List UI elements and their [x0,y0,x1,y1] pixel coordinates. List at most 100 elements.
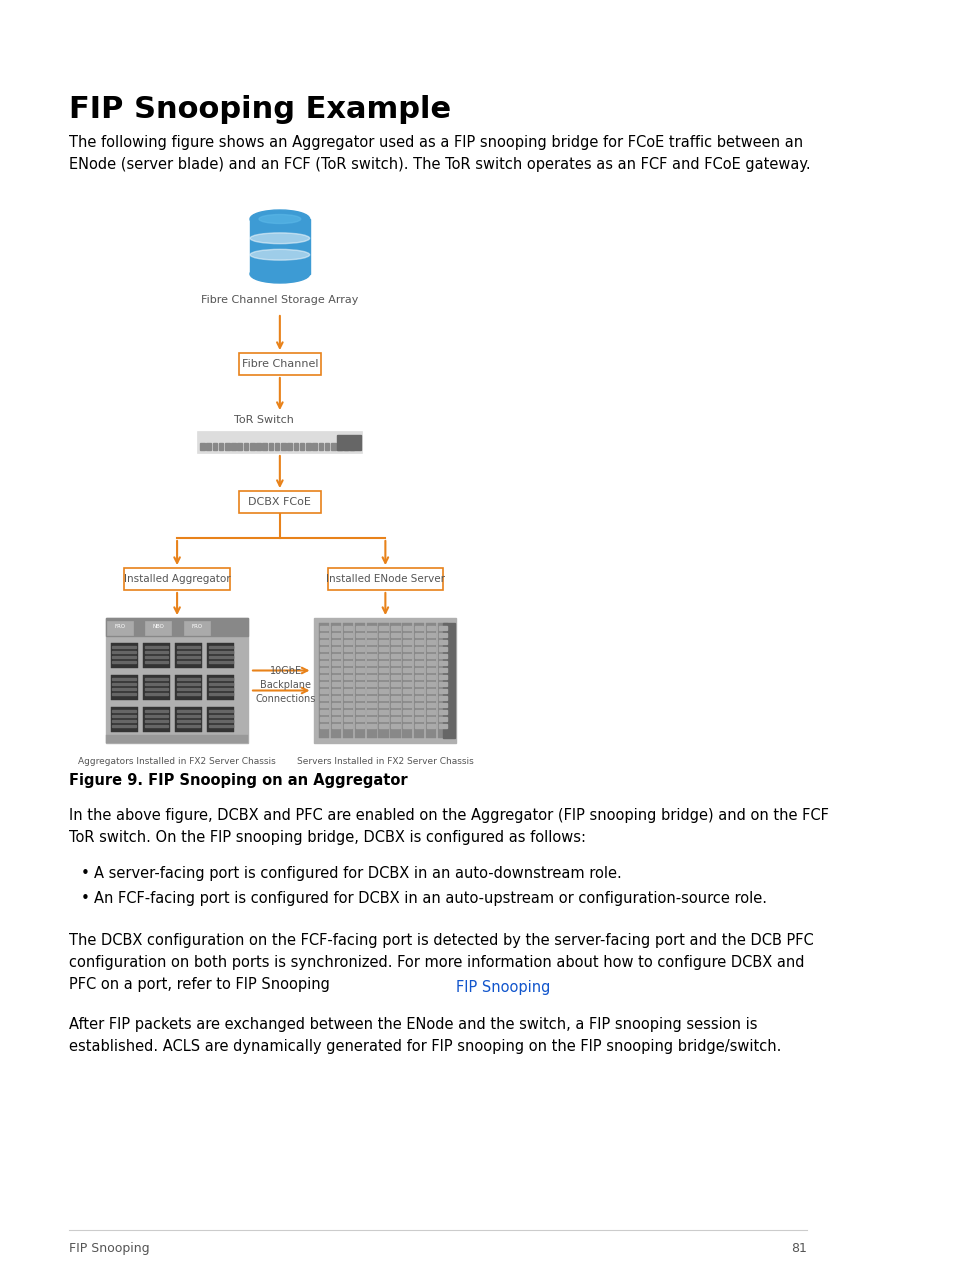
Bar [427,654,435,658]
Bar [438,724,447,728]
Bar [355,640,363,644]
Bar [367,668,375,672]
Bar [331,443,335,450]
Bar [391,710,399,714]
Bar [367,710,375,714]
Bar [332,654,339,658]
Bar [176,725,200,727]
Text: In the above figure, DCBX and PFC are enabled on the Aggregator (FIP snooping br: In the above figure, DCBX and PFC are en… [69,808,828,846]
Bar [438,689,447,694]
Bar [318,443,323,450]
Bar [343,668,352,672]
Bar [332,696,339,700]
Bar [106,618,248,637]
Bar [379,640,387,644]
Bar [366,623,376,738]
Bar [427,640,435,644]
Bar [176,715,200,716]
Bar [390,623,400,738]
Bar [176,645,200,648]
Bar [367,675,375,678]
Bar [355,647,363,650]
Text: The following figure shows an Aggregator used as a FIP snooping bridge for FCoE : The following figure shows an Aggregator… [69,134,810,172]
Bar [243,443,248,450]
Bar [403,696,411,700]
Bar [332,626,339,630]
Text: An FCF-facing port is configured for DCBX in an auto-upstream or configuration-s: An FCF-facing port is configured for DCB… [93,891,766,907]
Bar [332,668,339,672]
Bar [391,640,399,644]
Bar [319,696,328,700]
Bar [427,668,435,672]
Bar [176,683,200,685]
Bar [174,643,202,668]
Text: Aggregators Installed in FX2 Server Chassis: Aggregators Installed in FX2 Server Chas… [78,757,275,766]
Bar [144,678,168,680]
Bar [209,656,233,658]
Bar [144,694,168,695]
Text: A server-facing port is configured for DCBX in an auto-downstream role.: A server-facing port is configured for D… [93,866,620,881]
Bar [355,626,363,630]
Bar [415,661,423,664]
Ellipse shape [250,265,310,283]
Bar [207,708,234,732]
Bar [281,443,286,450]
Bar [437,623,448,738]
Bar [336,435,360,450]
Bar [112,715,136,716]
Bar [426,623,436,738]
Bar [391,633,399,637]
Text: Servers Installed in FX2 Server Chassis: Servers Installed in FX2 Server Chassis [296,757,474,766]
Bar [438,716,447,721]
Ellipse shape [250,250,310,260]
Bar [379,626,387,630]
Bar [415,675,423,678]
Bar [176,710,200,713]
Text: NBO: NBO [152,625,164,629]
Bar [378,623,388,738]
Bar [106,735,248,743]
Text: FIP Snooping: FIP Snooping [69,1241,150,1255]
Bar [355,682,363,686]
Bar [332,633,339,637]
Text: Figure 9. FIP Snooping on an Aggregator: Figure 9. FIP Snooping on an Aggregator [69,773,407,787]
Bar [209,694,233,695]
Text: FIP Snooping: FIP Snooping [456,980,550,995]
Bar [200,443,204,450]
Bar [415,668,423,672]
Bar [391,626,399,630]
Bar [106,618,248,743]
Bar [343,689,352,694]
Bar [287,443,292,450]
Bar [367,689,375,694]
Bar [403,654,411,658]
Bar [355,702,363,708]
Bar [209,710,233,713]
Bar [438,640,447,644]
Bar [391,647,399,650]
Bar [415,633,423,637]
Bar [355,724,363,728]
Bar [403,702,411,708]
Bar [355,675,363,678]
Bar [415,640,423,644]
Bar [209,683,233,685]
Bar [415,696,423,700]
Ellipse shape [250,233,310,243]
Bar [367,661,375,664]
Bar [343,626,352,630]
Bar [403,689,411,694]
Bar [438,661,447,664]
Bar [415,716,423,721]
Bar [427,647,435,650]
Bar [343,647,352,650]
Bar [112,683,136,685]
Bar [367,696,375,700]
Bar [319,647,328,650]
Bar [343,675,352,678]
Bar [391,668,399,672]
Text: The DCBX configuration on the FCF-facing port is detected by the server-facing p: The DCBX configuration on the FCF-facing… [69,933,813,993]
Bar [319,716,328,721]
Bar [367,702,375,708]
Bar [379,668,387,672]
